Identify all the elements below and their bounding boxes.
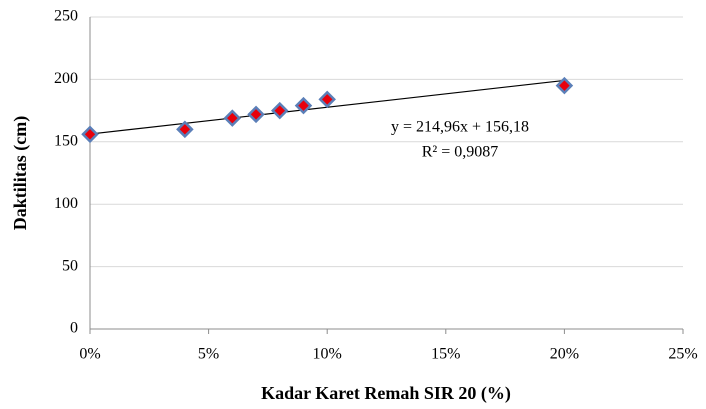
y-axis-title: Daktilitas (cm) bbox=[10, 116, 31, 230]
point bbox=[555, 76, 574, 95]
point bbox=[294, 96, 313, 115]
x-tick-label: 15% bbox=[431, 346, 460, 363]
y-tick-label: 200 bbox=[54, 70, 78, 87]
point bbox=[270, 101, 289, 120]
point bbox=[223, 109, 242, 127]
y-tick-label: 250 bbox=[54, 8, 78, 25]
y-tick-label: 150 bbox=[54, 132, 78, 149]
y-tick-label: 50 bbox=[62, 257, 78, 274]
trendline-equation: y = 214,96x + 156,18 bbox=[391, 119, 529, 136]
x-tick-label: 10% bbox=[313, 346, 342, 363]
y-tick-label: 100 bbox=[54, 195, 78, 212]
point bbox=[81, 125, 99, 144]
x-tick-label: 20% bbox=[550, 346, 579, 363]
x-tick-label: 0% bbox=[79, 346, 100, 363]
y-tick-label: 0 bbox=[70, 320, 78, 337]
x-tick-label: 5% bbox=[198, 346, 219, 363]
point bbox=[247, 105, 265, 124]
trendline-r2: R² = 0,9087 bbox=[422, 144, 499, 161]
x-tick-label: 25% bbox=[668, 346, 697, 363]
point bbox=[318, 90, 336, 109]
x-axis-title: Kadar Karet Remah SIR 20 (%) bbox=[261, 383, 511, 404]
point bbox=[176, 120, 194, 139]
